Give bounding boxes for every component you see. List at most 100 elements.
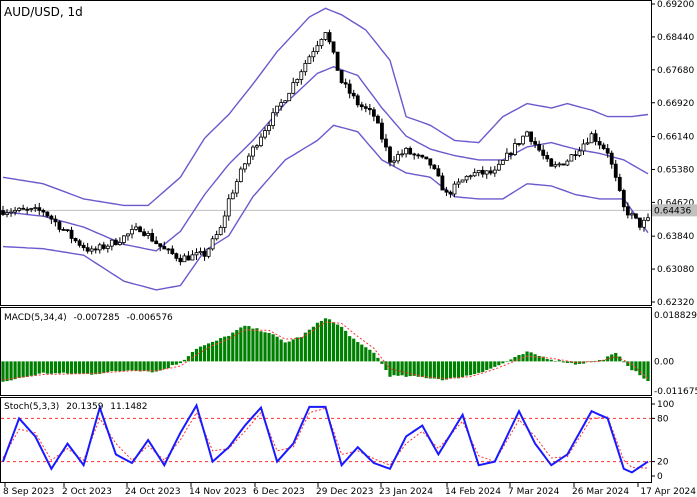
candle-bullish[interactable]: [89, 248, 94, 252]
candle-bullish[interactable]: [291, 82, 296, 94]
candle-bullish[interactable]: [234, 181, 239, 194]
candle-bullish[interactable]: [476, 169, 481, 174]
candle-bearish[interactable]: [53, 218, 58, 223]
candle-bearish[interactable]: [617, 176, 622, 191]
candle-bearish[interactable]: [638, 217, 642, 228]
candle-bearish[interactable]: [613, 163, 618, 178]
candle-bullish[interactable]: [456, 181, 461, 185]
candle-bullish[interactable]: [513, 143, 517, 155]
candle-bearish[interactable]: [69, 229, 74, 239]
candle-bearish[interactable]: [186, 255, 191, 261]
candle-bearish[interactable]: [45, 211, 50, 217]
candle-bearish[interactable]: [85, 247, 90, 252]
candle-bullish[interactable]: [557, 163, 562, 166]
candle-bearish[interactable]: [384, 138, 388, 148]
candle-bearish[interactable]: [25, 208, 30, 211]
candle-bearish[interactable]: [363, 106, 368, 109]
candle-bearish[interactable]: [41, 209, 46, 213]
candle-bullish[interactable]: [17, 207, 22, 211]
candle-bullish[interactable]: [122, 235, 126, 243]
candle-bearish[interactable]: [174, 253, 179, 259]
candle-bullish[interactable]: [283, 100, 288, 104]
candle-bearish[interactable]: [142, 231, 146, 236]
stoch-panel[interactable]: [1, 402, 651, 474]
candle-bearish[interactable]: [101, 244, 106, 249]
candle-bearish[interactable]: [488, 170, 493, 174]
candle-bullish[interactable]: [589, 133, 594, 144]
candle-bearish[interactable]: [448, 191, 453, 195]
candle-bearish[interactable]: [73, 238, 78, 242]
candle-bullish[interactable]: [251, 146, 255, 157]
candle-bearish[interactable]: [166, 248, 171, 251]
candle-bullish[interactable]: [319, 39, 324, 47]
candle-bullish[interactable]: [29, 208, 34, 210]
candle-bullish[interactable]: [396, 154, 400, 162]
candle-bullish[interactable]: [585, 142, 590, 145]
candle-bearish[interactable]: [81, 244, 86, 249]
candle-bullish[interactable]: [496, 163, 501, 171]
candle-bullish[interactable]: [525, 131, 529, 137]
candle-bearish[interactable]: [138, 226, 142, 233]
candle-bullish[interactable]: [190, 254, 195, 261]
candle-bullish[interactable]: [267, 125, 271, 131]
candle-bullish[interactable]: [295, 79, 300, 83]
candle-bullish[interactable]: [97, 244, 102, 251]
candle-bearish[interactable]: [343, 82, 348, 85]
candle-bullish[interactable]: [315, 45, 320, 52]
macd-panel[interactable]: [1, 318, 650, 382]
candle-bullish[interactable]: [182, 255, 187, 263]
candle-bearish[interactable]: [545, 155, 550, 160]
candle-bullish[interactable]: [500, 159, 505, 165]
candle-bullish[interactable]: [299, 71, 304, 80]
candle-bearish[interactable]: [371, 109, 376, 117]
candle-bullish[interactable]: [210, 238, 215, 250]
candle-bullish[interactable]: [460, 179, 465, 183]
candle-bearish[interactable]: [533, 141, 538, 145]
candle-bearish[interactable]: [573, 154, 578, 157]
candle-bearish[interactable]: [170, 248, 175, 255]
candle-bullish[interactable]: [9, 211, 13, 214]
candle-bullish[interactable]: [214, 234, 219, 240]
candle-bullish[interactable]: [5, 212, 9, 215]
candle-bearish[interactable]: [605, 148, 610, 154]
candle-bearish[interactable]: [517, 143, 521, 145]
candle-bullish[interactable]: [13, 210, 17, 213]
candle-bearish[interactable]: [634, 213, 638, 219]
candle-bearish[interactable]: [561, 163, 566, 166]
candle-bearish[interactable]: [424, 156, 429, 160]
candle-bearish[interactable]: [154, 240, 159, 245]
candle-bullish[interactable]: [230, 192, 235, 200]
candle-bullish[interactable]: [404, 147, 409, 155]
candle-bearish[interactable]: [162, 246, 167, 250]
candle-bearish[interactable]: [529, 131, 533, 142]
candle-bullish[interactable]: [472, 172, 477, 177]
candle-bearish[interactable]: [65, 229, 70, 232]
candle-bearish[interactable]: [327, 32, 332, 43]
candle-bearish[interactable]: [440, 175, 445, 191]
candle-bearish[interactable]: [420, 154, 425, 158]
candle-bearish[interactable]: [537, 143, 542, 151]
candle-bullish[interactable]: [259, 136, 263, 147]
candle-bullish[interactable]: [400, 153, 404, 156]
candle-bullish[interactable]: [263, 130, 267, 138]
candle-bullish[interactable]: [452, 183, 457, 195]
candle-bearish[interactable]: [376, 115, 380, 124]
candle-bearish[interactable]: [202, 251, 207, 257]
candle-bullish[interactable]: [492, 169, 497, 174]
candle-bearish[interactable]: [609, 152, 614, 165]
candle-bullish[interactable]: [206, 248, 211, 257]
candle-bearish[interactable]: [150, 233, 155, 242]
candle-bearish[interactable]: [93, 248, 98, 251]
candle-bearish[interactable]: [351, 92, 356, 97]
candle-bullish[interactable]: [311, 51, 316, 58]
candle-bullish[interactable]: [126, 233, 130, 237]
candle-bullish[interactable]: [33, 207, 38, 210]
candle-bullish[interactable]: [468, 175, 473, 178]
candle-bullish[interactable]: [646, 217, 650, 221]
candle-bullish[interactable]: [255, 145, 259, 148]
candle-bearish[interactable]: [388, 146, 392, 163]
candle-bearish[interactable]: [49, 215, 54, 220]
candle-bullish[interactable]: [118, 242, 122, 246]
candle-bullish[interactable]: [303, 63, 308, 73]
candle-bearish[interactable]: [331, 41, 336, 53]
